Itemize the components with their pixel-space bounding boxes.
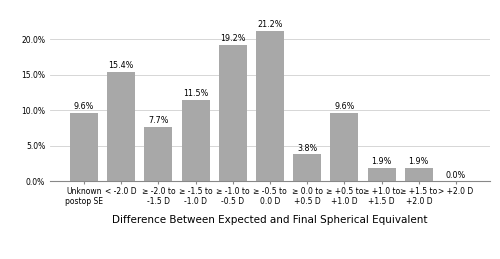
Bar <box>405 168 433 181</box>
Bar <box>107 72 135 181</box>
Bar <box>330 113 358 181</box>
Text: 1.9%: 1.9% <box>372 157 392 166</box>
Bar <box>256 31 284 181</box>
Bar <box>294 154 321 181</box>
Bar <box>182 100 210 181</box>
Text: 11.5%: 11.5% <box>183 89 208 98</box>
Text: 1.9%: 1.9% <box>408 157 429 166</box>
X-axis label: Difference Between Expected and Final Spherical Equivalent: Difference Between Expected and Final Sp… <box>112 215 428 225</box>
Text: 3.8%: 3.8% <box>297 143 318 153</box>
Text: 21.2%: 21.2% <box>257 20 283 29</box>
Bar <box>144 127 172 181</box>
Text: 9.6%: 9.6% <box>334 102 354 111</box>
Text: 19.2%: 19.2% <box>220 34 246 43</box>
Text: 0.0%: 0.0% <box>446 170 466 179</box>
Text: 15.4%: 15.4% <box>108 61 134 70</box>
Text: 9.6%: 9.6% <box>74 102 94 111</box>
Bar <box>219 45 246 181</box>
Text: 7.7%: 7.7% <box>148 116 169 125</box>
Bar <box>70 113 98 181</box>
Bar <box>368 168 396 181</box>
